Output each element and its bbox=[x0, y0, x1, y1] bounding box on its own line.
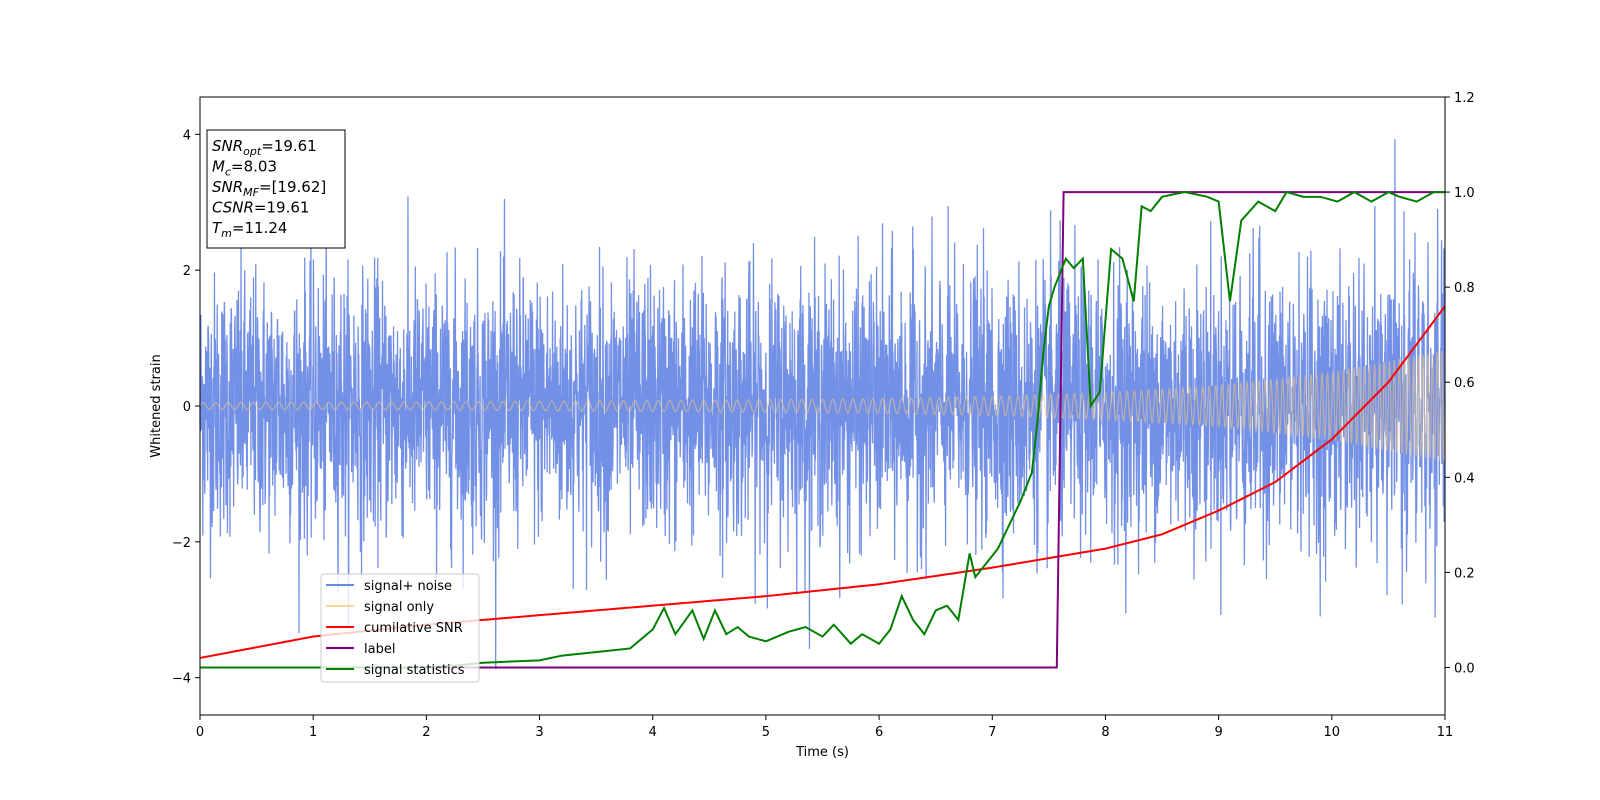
x-tick-label: 3 bbox=[535, 725, 543, 740]
y-left-tick-label: 0 bbox=[183, 400, 191, 415]
annotation-line: Mc=8.03 bbox=[212, 158, 277, 179]
x-axis-label: Time (s) bbox=[795, 745, 849, 760]
annotation-value: =11.24 bbox=[232, 219, 288, 237]
annotation-value: =19.61 bbox=[261, 137, 317, 155]
x-tick-label: 2 bbox=[422, 725, 430, 740]
annotation-frame bbox=[206, 129, 346, 249]
legend-entry: cumilative SNR bbox=[364, 621, 463, 636]
y-right-tick-label: 0.6 bbox=[1454, 376, 1475, 391]
y-right-tick-label: 1.2 bbox=[1454, 91, 1475, 106]
y-axis-right: 0.0 0.2 0.4 0.6 0.8 1.0 1.2 bbox=[1445, 91, 1475, 676]
annotation-subscript: opt bbox=[243, 145, 262, 158]
legend-entry: signal+ noise bbox=[364, 579, 452, 594]
annotation-value: =19.61 bbox=[254, 199, 310, 217]
y-right-tick-label: 0.0 bbox=[1454, 661, 1475, 676]
legend-entry: signal statistics bbox=[364, 663, 465, 678]
x-tick-label: 0 bbox=[196, 725, 204, 740]
annotation-symbol: M bbox=[212, 158, 225, 176]
x-tick-label: 8 bbox=[1101, 725, 1109, 740]
x-axis: 0 1 2 3 4 5 6 7 8 9 10 11 bbox=[196, 715, 1453, 740]
x-tick-label: 4 bbox=[649, 725, 657, 740]
legend-entry: label bbox=[364, 642, 395, 657]
legend: signal+ noise signal only cumilative SNR la… bbox=[320, 573, 480, 683]
annotation-symbol: SNR bbox=[212, 137, 243, 155]
signal-series-layer bbox=[199, 350, 1446, 462]
annotation-subscript: m bbox=[221, 227, 232, 240]
annotation-subscript: c bbox=[225, 166, 231, 179]
series-signal-statistics-line bbox=[200, 190, 1445, 669]
annotation-subscript: MF bbox=[243, 186, 259, 199]
annotation-box: SNRopt=19.61Mc=8.03SNRMF=[19.62]CSNR=19.… bbox=[206, 129, 346, 249]
x-tick-label: 5 bbox=[762, 725, 770, 740]
annotation-symbol: SNR bbox=[212, 178, 243, 196]
x-tick-label: 6 bbox=[875, 725, 883, 740]
y-axis-left: −4 −2 0 2 4 bbox=[172, 128, 200, 687]
x-tick-label: 10 bbox=[1324, 725, 1341, 740]
annotation-value: =8.03 bbox=[231, 158, 277, 176]
legend-frame bbox=[320, 573, 480, 683]
annotation-line: Tm=11.24 bbox=[212, 219, 287, 240]
x-tick-label: 11 bbox=[1437, 725, 1454, 740]
annotation-line: CSNR=19.61 bbox=[212, 199, 309, 217]
series-signal-only-line bbox=[199, 350, 1446, 462]
y-right-tick-label: 0.8 bbox=[1454, 281, 1475, 296]
y-axis-label-left: Whitened strain bbox=[149, 354, 164, 457]
x-tick-label: 1 bbox=[309, 725, 317, 740]
x-tick-label: 7 bbox=[988, 725, 996, 740]
y-right-tick-label: 1.0 bbox=[1454, 186, 1475, 201]
annotation-symbol: CSNR bbox=[212, 199, 254, 217]
y-left-tick-label: 4 bbox=[183, 128, 191, 143]
annotation-symbol: T bbox=[212, 219, 223, 237]
y-right-tick-label: 0.2 bbox=[1454, 566, 1475, 581]
y-right-tick-label: 0.4 bbox=[1454, 471, 1475, 486]
annotation-line: SNRopt=19.61 bbox=[212, 137, 317, 158]
y-left-tick-label: −2 bbox=[172, 536, 191, 551]
y-left-tick-label: 2 bbox=[183, 264, 191, 279]
series-label-line bbox=[200, 191, 1445, 669]
x-tick-label: 9 bbox=[1214, 725, 1222, 740]
annotation-value: =[19.62] bbox=[259, 178, 326, 196]
annotation-line: SNRMF=[19.62] bbox=[212, 178, 326, 199]
y-left-tick-label: −4 bbox=[172, 672, 191, 687]
legend-entry: signal only bbox=[364, 600, 434, 615]
